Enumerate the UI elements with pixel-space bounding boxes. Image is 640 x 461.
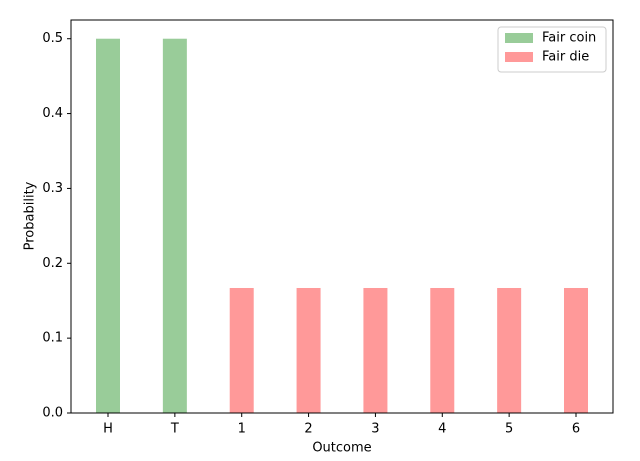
bar	[296, 287, 321, 413]
plot-frame	[70, 19, 614, 414]
x-tick-label: 1	[238, 422, 246, 437]
y-tick-label: 0.2	[42, 256, 63, 271]
y-tick-label: 0.1	[42, 331, 63, 346]
x-tick-label: H	[103, 422, 113, 437]
x-tick-label: 3	[371, 422, 379, 437]
bar	[497, 287, 522, 413]
y-tick-label: 0.3	[42, 181, 63, 196]
y-tick-label: 0.4	[42, 106, 63, 121]
x-tick-label: T	[170, 422, 179, 437]
bar	[564, 287, 588, 413]
y-axis-label: Probability	[23, 181, 38, 250]
bar	[96, 38, 120, 413]
bar	[363, 287, 388, 413]
legend-label: Fair coin	[542, 31, 596, 46]
y-tick-label: 0.0	[42, 406, 63, 421]
x-tick-label: 6	[572, 422, 580, 437]
x-axis-label: Outcome	[312, 441, 371, 456]
bar	[229, 287, 254, 413]
legend-label: Fair die	[542, 50, 589, 65]
x-tick-label: 2	[304, 422, 312, 437]
y-tick-label: 0.5	[42, 31, 63, 46]
legend-swatch	[505, 33, 533, 43]
bar	[430, 287, 455, 413]
x-tick-label: 4	[438, 422, 446, 437]
bar	[162, 38, 187, 413]
x-tick-label: 5	[505, 422, 513, 437]
legend-swatch	[505, 52, 533, 62]
